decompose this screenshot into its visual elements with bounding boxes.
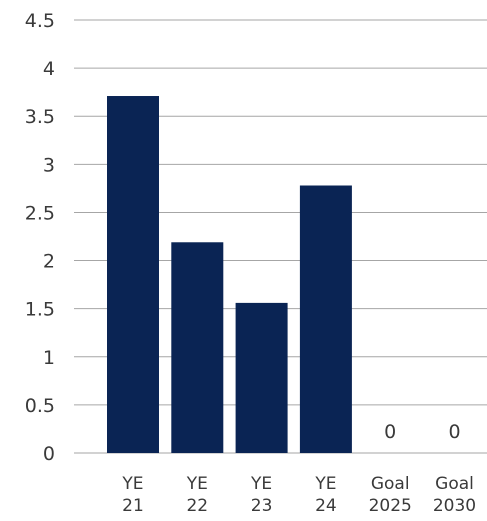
- x-category-label-line: 2030: [433, 496, 476, 516]
- x-category-label: YE 24: [314, 474, 336, 516]
- y-tick-label: 3: [43, 154, 55, 176]
- bar: [235, 302, 288, 453]
- y-axis-tick-labels: 0 0.5 1 1.5 2 2.5 3 3.5 4 4.5: [25, 10, 55, 465]
- y-tick-label: 1: [43, 347, 55, 369]
- y-tick-label: 0.5: [25, 395, 55, 417]
- x-category-label: Goal 2030: [433, 474, 476, 516]
- bar: [107, 96, 159, 453]
- x-category-label: YE 22: [186, 474, 208, 516]
- data-label: 0: [448, 421, 460, 443]
- x-category-label-line: 22: [186, 496, 208, 516]
- x-category-label-line: YE: [314, 474, 336, 494]
- bar: [171, 242, 224, 453]
- x-category-label-line: YE: [250, 474, 272, 494]
- bar: [299, 185, 352, 453]
- x-category-label-line: YE: [121, 474, 143, 494]
- x-category-label-line: Goal: [371, 474, 410, 494]
- x-category-label: YE 21: [121, 474, 143, 516]
- data-label: 0: [384, 421, 396, 443]
- bars: [107, 96, 352, 453]
- y-tick-label: 2.5: [25, 202, 55, 224]
- y-tick-label: 2: [43, 251, 55, 273]
- x-category-label: Goal 2025: [369, 474, 412, 516]
- x-category-label-line: 21: [122, 496, 144, 516]
- y-tick-label: 4.5: [25, 10, 55, 32]
- x-category-label-line: YE: [186, 474, 208, 494]
- y-tick-label: 4: [43, 58, 55, 80]
- x-category-label-line: 2025: [369, 496, 412, 516]
- x-category-label-line: Goal: [435, 474, 474, 494]
- y-tick-label: 1.5: [25, 299, 55, 321]
- x-category-label: YE 23: [250, 474, 272, 516]
- y-tick-label: 3.5: [25, 106, 55, 128]
- x-category-label-line: 23: [251, 496, 273, 516]
- y-tick-label: 0: [43, 443, 55, 465]
- x-category-label-line: 24: [315, 496, 337, 516]
